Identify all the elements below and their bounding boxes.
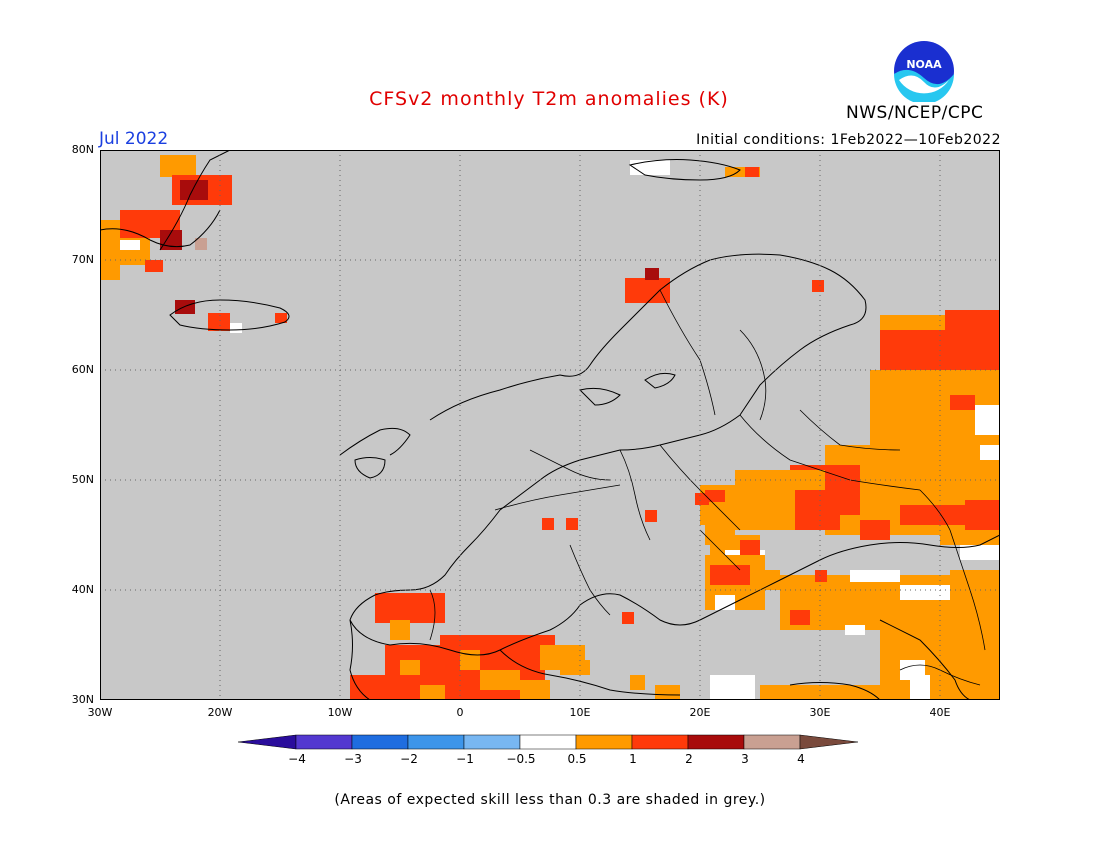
lat-label-40n: 40N xyxy=(71,583,94,596)
colorbar-label-neg4: −4 xyxy=(288,752,306,766)
lat-label-60n: 60N xyxy=(71,363,94,376)
colorbar-label-neg05: −0.5 xyxy=(506,752,536,766)
colorbar-label-neg2: −2 xyxy=(400,752,418,766)
lat-label-30n: 30N xyxy=(71,693,94,706)
lat-label-70n: 70N xyxy=(71,253,94,266)
colorbar-segment-right-arrow xyxy=(799,734,859,750)
colorbar-segment xyxy=(631,734,689,750)
colorbar-segment xyxy=(463,734,521,750)
colorbar-segment-left-arrow xyxy=(238,734,297,750)
colorbar-segment xyxy=(407,734,465,750)
graticule xyxy=(100,150,1000,700)
anomaly-map xyxy=(100,150,1000,700)
colorbar-segment xyxy=(743,734,801,750)
colorbar-segment xyxy=(519,734,577,750)
lat-label-50n: 50N xyxy=(71,473,94,486)
colorbar-label-3: 3 xyxy=(741,752,749,766)
colorbar-label-neg3: −3 xyxy=(344,752,362,766)
colorbar-label-neg1: −1 xyxy=(456,752,474,766)
chart-title: CFSv2 monthly T2m anomalies (K) xyxy=(369,88,729,110)
lon-label-30e: 30E xyxy=(809,706,831,719)
lon-label-20e: 20E xyxy=(689,706,711,719)
footnote: (Areas of expected skill less than 0.3 a… xyxy=(334,792,766,808)
colorbar-segment xyxy=(687,734,745,750)
colorbar-label-1: 1 xyxy=(629,752,637,766)
colorbar xyxy=(238,734,859,750)
lat-label-80n: 80N xyxy=(71,143,94,156)
lon-label-20w: 20W xyxy=(207,706,233,719)
lon-label-10w: 10W xyxy=(327,706,353,719)
colorbar-segment xyxy=(295,734,353,750)
colorbar-segment xyxy=(575,734,633,750)
lon-label-30w: 30W xyxy=(87,706,113,719)
noaa-logo-icon: NOAA xyxy=(894,41,954,102)
lon-label-10e: 10E xyxy=(569,706,591,719)
agency-label: NWS/NCEP/CPC xyxy=(846,103,984,123)
initial-conditions-label: Initial conditions: 1Feb2022—10Feb2022 xyxy=(696,132,1001,148)
colorbar-label-2: 2 xyxy=(685,752,693,766)
logo-text: NOAA xyxy=(906,58,942,71)
lon-label-0: 0 xyxy=(456,706,464,719)
colorbar-segment xyxy=(351,734,409,750)
colorbar-label-4: 4 xyxy=(797,752,805,766)
anomaly-cells xyxy=(100,155,1000,700)
month-label: Jul 2022 xyxy=(99,129,169,149)
colorbar-label-05: 0.5 xyxy=(567,752,587,766)
lon-label-40e: 40E xyxy=(929,706,951,719)
